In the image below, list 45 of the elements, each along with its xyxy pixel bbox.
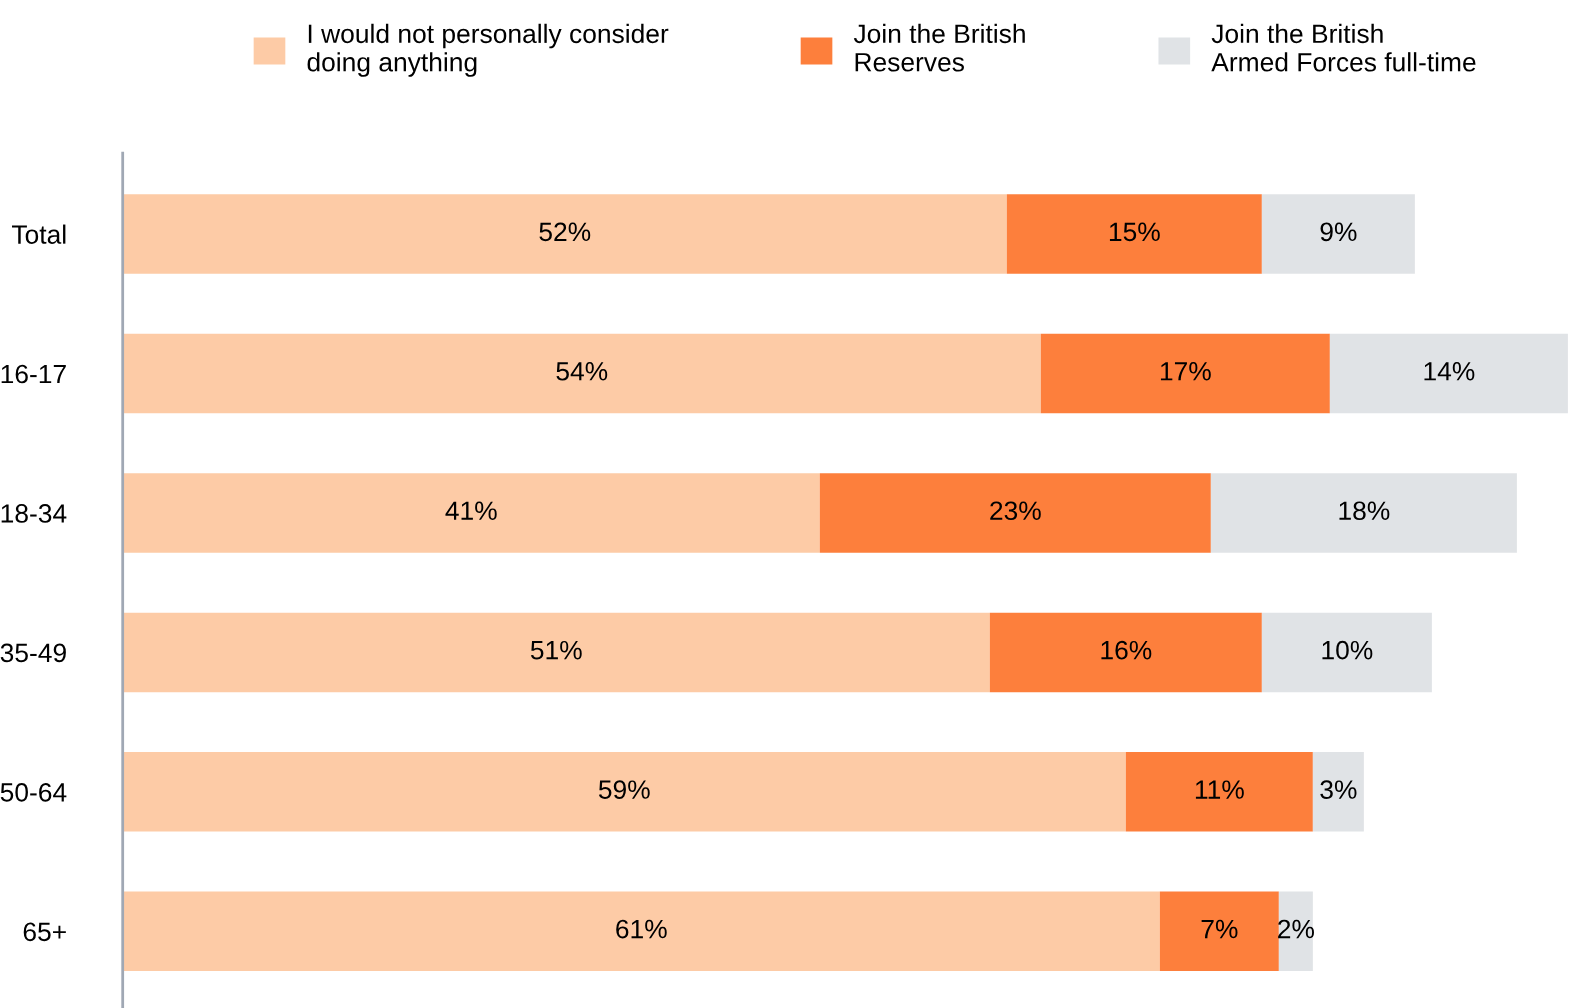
data-label: 18% [1339,501,1390,521]
data-label: 59% [598,780,650,799]
data-label: 9% [1320,222,1357,242]
bar [1312,752,1364,832]
bar [1261,612,1432,693]
y-tick-label: 50-64 [0,783,67,802]
data-label: 16% [1101,640,1152,660]
y-tick-label: 65+ [23,922,66,942]
bar [122,194,1007,274]
data-label: 14% [1424,362,1475,381]
bar [122,473,820,553]
data-label: 11% [1195,780,1244,799]
y-tick-label: 16-17 [1,364,66,384]
data-label: 3% [1320,780,1357,799]
legend-label: I would not personally consider doing anything [307,23,669,77]
data-label: 51% [530,640,582,660]
bar [1278,891,1313,972]
bar [1329,333,1568,414]
bar [1159,891,1279,972]
data-label: 2% [1278,919,1314,939]
data-label: 52% [539,222,591,242]
bar [122,891,1160,972]
bar [122,752,1126,832]
legend-label: Join the British Armed Forces full-time [1211,23,1476,72]
data-label: 23% [990,501,1041,521]
data-label: 41% [445,501,497,520]
y-tick-label: 35-49 [0,643,66,663]
data-label: 61% [616,919,667,939]
bar [1261,194,1415,274]
bar [1125,752,1313,832]
bar [1210,473,1517,553]
bar [122,333,1041,414]
data-label: 10% [1322,640,1373,660]
bar [1006,194,1262,274]
data-label: 17% [1160,362,1211,381]
y-tick-label: Total [12,224,66,244]
bar [1040,333,1330,414]
bar [989,612,1262,693]
bar [122,612,990,693]
data-label: 54% [556,362,608,381]
data-label: 15% [1109,222,1160,242]
y-tick-label: 18-34 [1,504,67,523]
data-label: 7% [1201,919,1238,939]
legend-label: Join the British Reserves [853,23,1025,72]
bar [819,473,1211,553]
